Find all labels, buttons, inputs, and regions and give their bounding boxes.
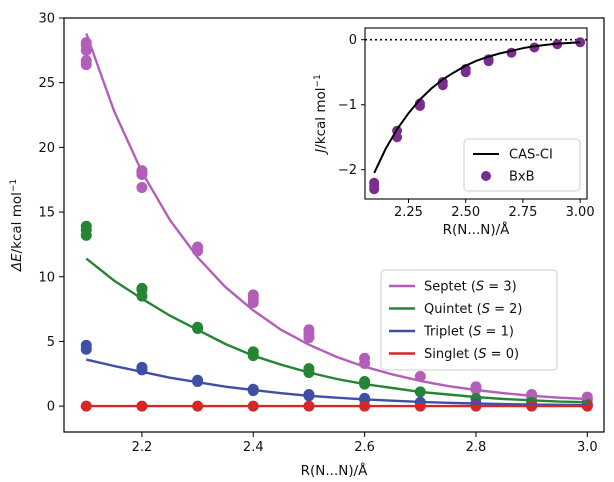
legend-label: Septet (S = 3) — [424, 280, 517, 295]
inset-x-axis-label: R(N...N)/Å — [443, 221, 511, 238]
inset-x-tick-label: 2.50 — [451, 205, 480, 220]
x-tick-label: 2.4 — [243, 440, 264, 455]
inset-x-tick-label: 2.75 — [508, 205, 537, 220]
y-tick-label: 0 — [47, 400, 55, 415]
inset-fit-line — [373, 41, 581, 174]
x-axis-label: R(N...N)/Å — [301, 462, 369, 479]
data-point-quintet — [136, 282, 148, 294]
fit-line-septet — [85, 33, 588, 401]
data-point-singlet — [80, 400, 92, 412]
legend-label: Quintet (S = 2) — [424, 302, 523, 317]
data-point-septet — [192, 241, 204, 253]
data-point-triplet — [80, 339, 92, 351]
data-point-quintet — [80, 220, 92, 232]
data-point-septet — [303, 324, 315, 336]
y-tick-label: 20 — [38, 141, 55, 156]
inset-data-point — [483, 56, 494, 67]
y-tick-label: 30 — [38, 12, 55, 27]
y-axis-label: ΔE/kcal mol−1 — [9, 179, 25, 272]
inset-x-tick-label: 2.25 — [394, 205, 423, 220]
fit-line-quintet — [85, 257, 588, 404]
inset-x-tick-label: 3.00 — [566, 205, 595, 220]
inset-data-point — [575, 37, 586, 48]
inset-data-point — [369, 184, 380, 195]
x-tick-label: 2.2 — [132, 440, 153, 455]
x-tick-label: 3.0 — [577, 440, 598, 455]
fit-line-triplet — [86, 358, 588, 407]
y-tick-label: 15 — [38, 206, 55, 221]
data-point-septet — [359, 352, 371, 364]
inset-chart: 2.25 2.50 2.75 3.00 −2 −1 0 R(N...N)/Å J/kcal mo… — [313, 27, 595, 238]
data-point-septet — [136, 181, 148, 193]
inset-y-tick-label: −1 — [338, 98, 357, 113]
y-tick-label: 10 — [38, 270, 55, 285]
inset-legend-box — [463, 138, 581, 192]
y-tick-label: 5 — [47, 335, 55, 350]
y-tick-label: 25 — [38, 76, 55, 91]
x-tick-label: 2.8 — [466, 440, 487, 455]
plot-frame — [63, 17, 605, 433]
legend-label: Singlet (S = 0) — [424, 347, 519, 362]
inset-data-point — [460, 67, 471, 78]
legend-box — [380, 269, 558, 371]
data-point-septet — [80, 55, 92, 67]
main-chart: 2.2 2.4 2.6 2.8 3.0051015202530R(N...N)/ÅΔE/… — [9, 12, 605, 479]
data-point-septet — [526, 388, 538, 400]
inset-data-point — [437, 80, 448, 91]
legend-label: Triplet (S = 1) — [423, 325, 514, 340]
data-point-triplet — [303, 388, 315, 400]
inset-legend-marker — [481, 171, 491, 181]
inset-y-tick-label: 0 — [349, 33, 357, 48]
inset-y-tick-label: −2 — [338, 163, 357, 178]
x-tick-label: 2.6 — [354, 440, 375, 455]
inset-legend-label: CAS-CI — [509, 148, 553, 163]
inset-legend-label: BxB — [509, 170, 535, 185]
inset-y-axis-label: J/kcal mol−1 — [313, 74, 329, 156]
data-point-septet — [247, 289, 259, 301]
data-point-triplet — [192, 374, 204, 386]
